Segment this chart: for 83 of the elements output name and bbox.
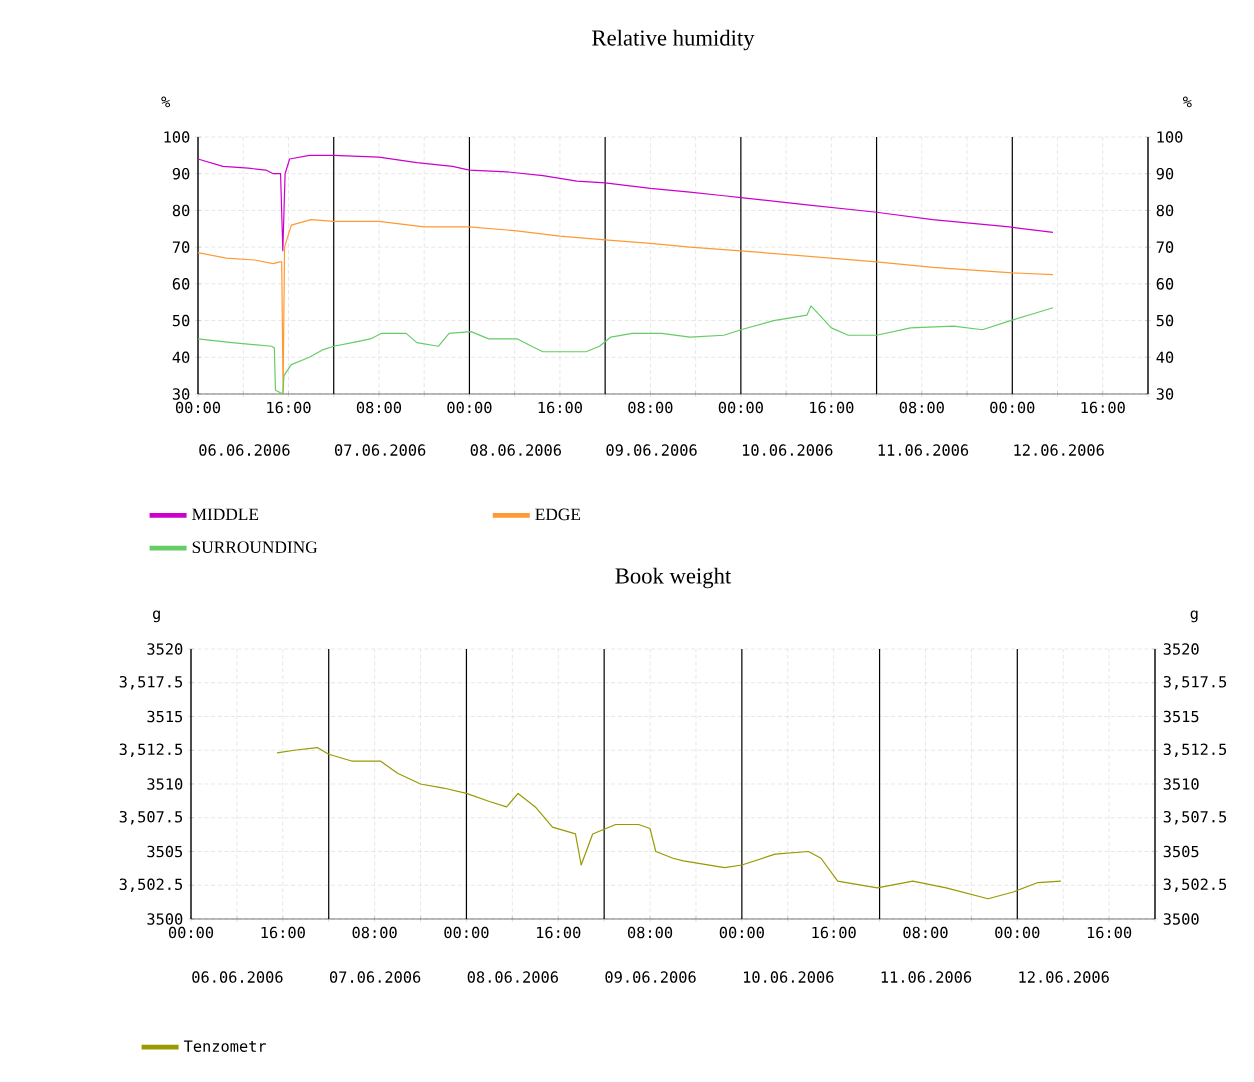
text: 09.06.2006 bbox=[605, 971, 696, 983]
x-tick-label: 16:00 bbox=[537, 926, 581, 939]
y-tick-label: 3510 bbox=[147, 778, 183, 790]
x-tick-label: 00:00 bbox=[168, 926, 214, 939]
y-tick-label: 3520 bbox=[147, 643, 183, 655]
y-tick-label: 90 bbox=[172, 167, 190, 180]
y2-tick-label: 3,517.5 bbox=[1163, 675, 1227, 690]
y-tick-label: 70 bbox=[172, 241, 190, 253]
x-tick-label: 16:00 bbox=[261, 926, 305, 939]
text: 12.06.2006 bbox=[1014, 444, 1104, 456]
y2-tick-label: 50 bbox=[1156, 314, 1174, 327]
x-tick-label: 16:00 bbox=[810, 401, 854, 414]
x-tick-label: 00:00 bbox=[995, 926, 1040, 939]
text: 06.06.2006 bbox=[199, 444, 290, 456]
y2-axis-title: g bbox=[1190, 610, 1198, 623]
text: 08.06.2006 bbox=[470, 444, 562, 456]
x-tick-label: 16:00 bbox=[538, 401, 582, 414]
y-tick-label: 40 bbox=[172, 351, 190, 364]
x-tick-label: 16:00 bbox=[267, 401, 311, 414]
y2-tick-label: 100 bbox=[1157, 131, 1183, 143]
x-tick-label: 00:00 bbox=[718, 401, 763, 414]
y-tick-label: 80 bbox=[172, 204, 190, 217]
chart-title: Relative humidity bbox=[592, 29, 755, 51]
x-tick-label: 08:00 bbox=[352, 926, 397, 939]
text: 10.06.2006 bbox=[743, 971, 834, 983]
y-tick-label: 3,502.5 bbox=[119, 878, 183, 893]
x-tick-label: 00:00 bbox=[990, 401, 1035, 414]
y2-tick-label: 40 bbox=[1156, 351, 1174, 364]
y-axis-title: % bbox=[161, 96, 171, 108]
y-tick-label: 3500 bbox=[147, 913, 183, 925]
x-tick-label: 08:00 bbox=[627, 926, 673, 939]
y2-tick-label: 3,507.5 bbox=[1163, 810, 1227, 825]
text: 07.06.2006 bbox=[334, 444, 426, 456]
y2-tick-label: 3,502.5 bbox=[1163, 878, 1227, 893]
y2-tick-label: 3505 bbox=[1163, 845, 1199, 858]
y2-tick-label: 90 bbox=[1156, 167, 1174, 180]
y-tick-label: 3,517.5 bbox=[119, 675, 183, 690]
x-tick-label: 08:00 bbox=[628, 401, 673, 414]
x-tick-label: 00:00 bbox=[444, 926, 489, 939]
legend-label: SURROUNDING bbox=[192, 541, 318, 554]
y-tick-label: 3505 bbox=[147, 845, 183, 858]
text: 06.06.2006 bbox=[192, 971, 283, 983]
x-tick-label: 00:00 bbox=[447, 401, 492, 414]
y-tick-label: 3,507.5 bbox=[119, 810, 183, 825]
y-tick-label: 100 bbox=[164, 131, 190, 143]
text: 11.06.2006 bbox=[881, 971, 972, 983]
text: 09.06.2006 bbox=[606, 444, 697, 456]
y2-tick-label: 80 bbox=[1156, 204, 1174, 217]
legend-label: Tenzometr bbox=[183, 1040, 267, 1052]
y-axis-title: g bbox=[152, 610, 160, 623]
line-series bbox=[197, 305, 1054, 395]
y-tick-label: 3,512.5 bbox=[119, 743, 183, 758]
x-tick-label: 08:00 bbox=[903, 926, 948, 939]
x-tick-label: 16:00 bbox=[1087, 926, 1132, 939]
y2-tick-label: 3,512.5 bbox=[1163, 743, 1227, 758]
y2-tick-label: 3510 bbox=[1163, 778, 1199, 790]
x-tick-label: 16:00 bbox=[1081, 401, 1125, 414]
y2-tick-label: 70 bbox=[1156, 241, 1174, 253]
y2-tick-label: 30 bbox=[1156, 388, 1174, 400]
legend-label: MIDDLE bbox=[192, 508, 259, 521]
y2-tick-label: 60 bbox=[1156, 278, 1174, 290]
x-tick-label: 00:00 bbox=[719, 926, 764, 939]
y-tick-label: 60 bbox=[172, 278, 190, 290]
legend-label: EDGE bbox=[535, 508, 581, 521]
y2-tick-label: 3500 bbox=[1163, 913, 1199, 925]
chart-title: Book weight bbox=[615, 567, 732, 589]
x-tick-label: 08:00 bbox=[356, 401, 402, 414]
line-series bbox=[276, 746, 1062, 900]
y-tick-label: 3515 bbox=[147, 710, 183, 723]
text: 11.06.2006 bbox=[878, 444, 969, 456]
text: 10.06.2006 bbox=[742, 444, 833, 456]
y2-tick-label: 3515 bbox=[1163, 710, 1199, 723]
text: 08.06.2006 bbox=[467, 971, 559, 983]
x-tick-label: 00:00 bbox=[175, 401, 221, 414]
x-tick-label: 16:00 bbox=[812, 926, 856, 939]
x-tick-label: 08:00 bbox=[899, 401, 944, 414]
y-tick-label: 30 bbox=[172, 388, 190, 400]
text: 12.06.2006 bbox=[1019, 971, 1109, 983]
line-series bbox=[197, 154, 1054, 252]
y2-axis-title: % bbox=[1182, 96, 1192, 108]
y-tick-label: 50 bbox=[172, 314, 190, 327]
text: 07.06.2006 bbox=[329, 971, 421, 983]
y2-tick-label: 3520 bbox=[1163, 643, 1199, 655]
